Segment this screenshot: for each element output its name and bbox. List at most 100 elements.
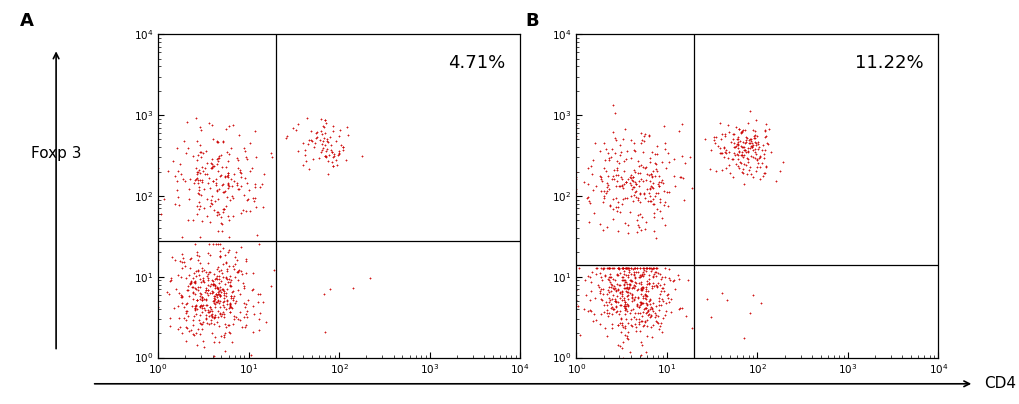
Point xyxy=(186,278,203,285)
Point xyxy=(192,124,208,130)
Point xyxy=(635,149,651,156)
Point xyxy=(223,295,239,301)
Point xyxy=(727,143,743,149)
Point xyxy=(625,140,641,147)
Point xyxy=(610,265,627,271)
Point xyxy=(611,152,628,158)
Point xyxy=(237,269,254,276)
Point xyxy=(641,193,657,200)
Point xyxy=(191,271,207,278)
Point xyxy=(215,244,231,251)
Point xyxy=(214,189,230,196)
Point xyxy=(186,240,203,247)
Point xyxy=(174,251,191,257)
Point xyxy=(203,320,219,326)
Point xyxy=(242,167,258,174)
Point xyxy=(636,195,652,201)
Point xyxy=(634,137,650,143)
Point xyxy=(165,158,181,164)
Point xyxy=(200,313,216,320)
Point xyxy=(638,278,654,284)
Point xyxy=(230,185,247,192)
Point xyxy=(642,267,658,274)
Point xyxy=(638,265,654,271)
Point xyxy=(630,274,646,280)
Point xyxy=(600,277,616,284)
Point xyxy=(163,275,179,282)
Point xyxy=(734,169,750,175)
Point xyxy=(756,126,772,133)
Point xyxy=(199,277,215,283)
Point xyxy=(222,282,238,289)
Point xyxy=(599,265,615,271)
Point xyxy=(674,120,690,127)
Point xyxy=(759,126,775,133)
Point xyxy=(665,173,682,180)
Point xyxy=(748,140,764,146)
Point xyxy=(592,296,608,302)
Point xyxy=(619,301,635,307)
Point xyxy=(636,295,652,301)
Point xyxy=(193,290,209,297)
Point xyxy=(645,271,661,278)
Point xyxy=(638,284,654,290)
Point xyxy=(219,169,235,176)
Point xyxy=(632,285,648,292)
Point xyxy=(642,170,658,177)
Point xyxy=(614,324,631,330)
Point xyxy=(604,285,621,292)
Point xyxy=(634,265,650,271)
Point xyxy=(199,274,215,281)
Point xyxy=(299,115,315,122)
Point xyxy=(650,326,666,332)
Point xyxy=(624,291,640,298)
Point xyxy=(177,317,194,324)
Point xyxy=(611,320,628,326)
Point xyxy=(174,234,191,240)
Point xyxy=(221,301,237,307)
Point xyxy=(644,174,660,181)
Point xyxy=(631,210,647,217)
Point xyxy=(214,299,230,305)
Point xyxy=(723,174,740,181)
Point xyxy=(639,185,655,192)
Point xyxy=(641,198,657,204)
Point xyxy=(716,133,733,139)
Point xyxy=(648,283,664,290)
Point xyxy=(594,266,610,273)
Point xyxy=(224,339,240,345)
Point xyxy=(677,312,693,319)
Point xyxy=(624,178,640,184)
Point xyxy=(650,307,666,314)
Point xyxy=(206,206,222,213)
Point xyxy=(591,269,607,276)
Point xyxy=(196,344,212,350)
Point xyxy=(647,235,663,242)
Point xyxy=(607,309,624,315)
Point xyxy=(608,164,625,171)
Point xyxy=(619,280,635,287)
Point xyxy=(650,320,666,326)
Point xyxy=(170,202,186,209)
Point xyxy=(600,284,616,290)
Point xyxy=(206,339,222,345)
Point xyxy=(650,183,666,189)
Point xyxy=(604,173,621,179)
Point xyxy=(675,197,691,204)
Point xyxy=(624,293,640,300)
Point xyxy=(331,127,347,133)
Point xyxy=(205,135,221,142)
Point xyxy=(599,275,615,282)
Point xyxy=(189,297,205,303)
Point xyxy=(224,193,240,200)
Point xyxy=(635,322,651,328)
Point xyxy=(250,291,266,297)
Point xyxy=(150,303,166,310)
Point xyxy=(215,287,231,293)
Point xyxy=(605,265,622,271)
Point xyxy=(715,144,732,150)
Point xyxy=(633,301,649,307)
Point xyxy=(185,332,202,339)
Point xyxy=(186,306,203,313)
Point xyxy=(177,338,194,344)
